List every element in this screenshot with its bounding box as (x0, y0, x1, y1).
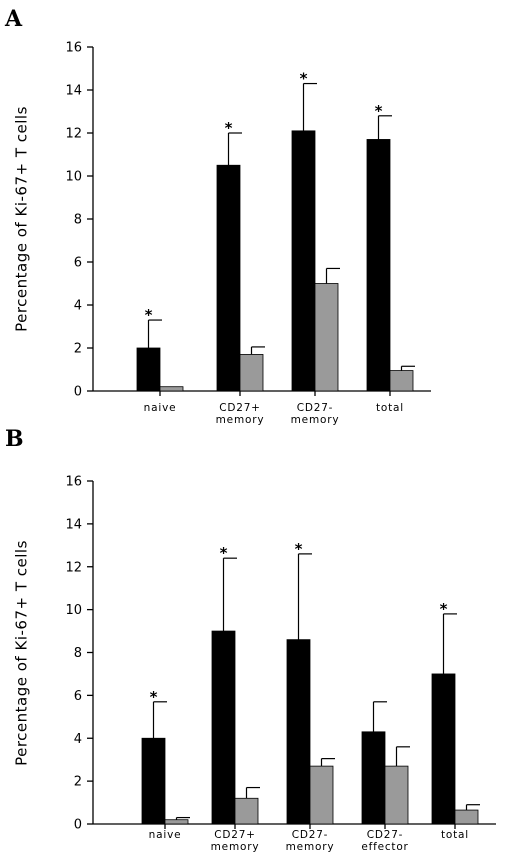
category-label: naive (149, 829, 182, 841)
panel-letter: B (5, 426, 24, 452)
y-tick-label: 10 (65, 603, 82, 618)
significance-marker: * (225, 119, 233, 137)
significance-marker: * (220, 544, 228, 562)
panel-a: A Percentage of Ki-67+ T cells 0 2 4 6 8 10 12 14… (4, 6, 431, 426)
bar-gray (384, 765, 409, 825)
significance-marker: * (145, 306, 153, 324)
bar-gray (164, 819, 189, 825)
significance-marker: * (150, 688, 158, 706)
y-tick-label: 6 (74, 689, 82, 704)
y-tick-label: 2 (74, 342, 82, 357)
y-axis-label: Percentage of Ki-67+ T cells (13, 106, 31, 332)
y-tick-label: 4 (74, 299, 82, 314)
panel-b: B Percentage of Ki-67+ T cells 0 2 4 6 8 10 12 14… (5, 426, 496, 853)
bar-dark (136, 347, 161, 392)
category-label: CD27+ (219, 402, 261, 414)
bar-gray (454, 809, 479, 825)
significance-marker: * (440, 600, 448, 618)
y-tick-label: 12 (65, 560, 82, 575)
bar-dark (361, 731, 386, 825)
bar-gray (314, 283, 339, 392)
bar-gray (389, 370, 414, 392)
category-label: memory (211, 841, 260, 853)
bar-dark (431, 673, 456, 825)
y-tick-label: 16 (65, 475, 82, 490)
bar-gray (239, 354, 264, 392)
category-label: CD27- (297, 402, 334, 414)
category-label: CD27- (292, 829, 329, 841)
category-label: CD27- (367, 829, 404, 841)
category-label: memory (291, 414, 340, 426)
bar-dark (291, 130, 316, 392)
bar-gray (234, 797, 259, 825)
y-tick-label: 4 (74, 732, 82, 747)
category-label: naive (144, 402, 177, 414)
bar-gray (309, 765, 334, 825)
category-label: memory (286, 841, 335, 853)
bar-gray (159, 386, 184, 392)
category-label: CD27+ (214, 829, 256, 841)
y-tick-label: 10 (65, 170, 82, 185)
y-tick-label: 8 (74, 213, 82, 228)
category-label: effector (361, 841, 408, 853)
bar-dark (216, 164, 241, 392)
category-label: total (376, 402, 404, 414)
y-tick-label: 8 (74, 646, 82, 661)
category-label: memory (216, 414, 265, 426)
bar-dark (286, 639, 311, 825)
panel-letter: A (4, 6, 23, 32)
y-tick-label: 14 (65, 517, 82, 532)
y-tick-label: 0 (74, 385, 82, 400)
bar-dark (211, 630, 236, 825)
y-axis-label: Percentage of Ki-67+ T cells (13, 540, 31, 766)
bar-dark (141, 737, 166, 825)
y-tick-label: 2 (74, 775, 82, 790)
significance-marker: * (375, 102, 383, 120)
y-tick-label: 0 (74, 818, 82, 833)
significance-marker: * (300, 70, 308, 88)
y-tick-label: 16 (65, 41, 82, 56)
bar-dark (366, 139, 391, 392)
category-label: total (441, 829, 469, 841)
y-tick-label: 12 (65, 127, 82, 142)
y-tick-label: 6 (74, 256, 82, 271)
y-tick-label: 14 (65, 84, 82, 99)
significance-marker: * (295, 540, 303, 558)
